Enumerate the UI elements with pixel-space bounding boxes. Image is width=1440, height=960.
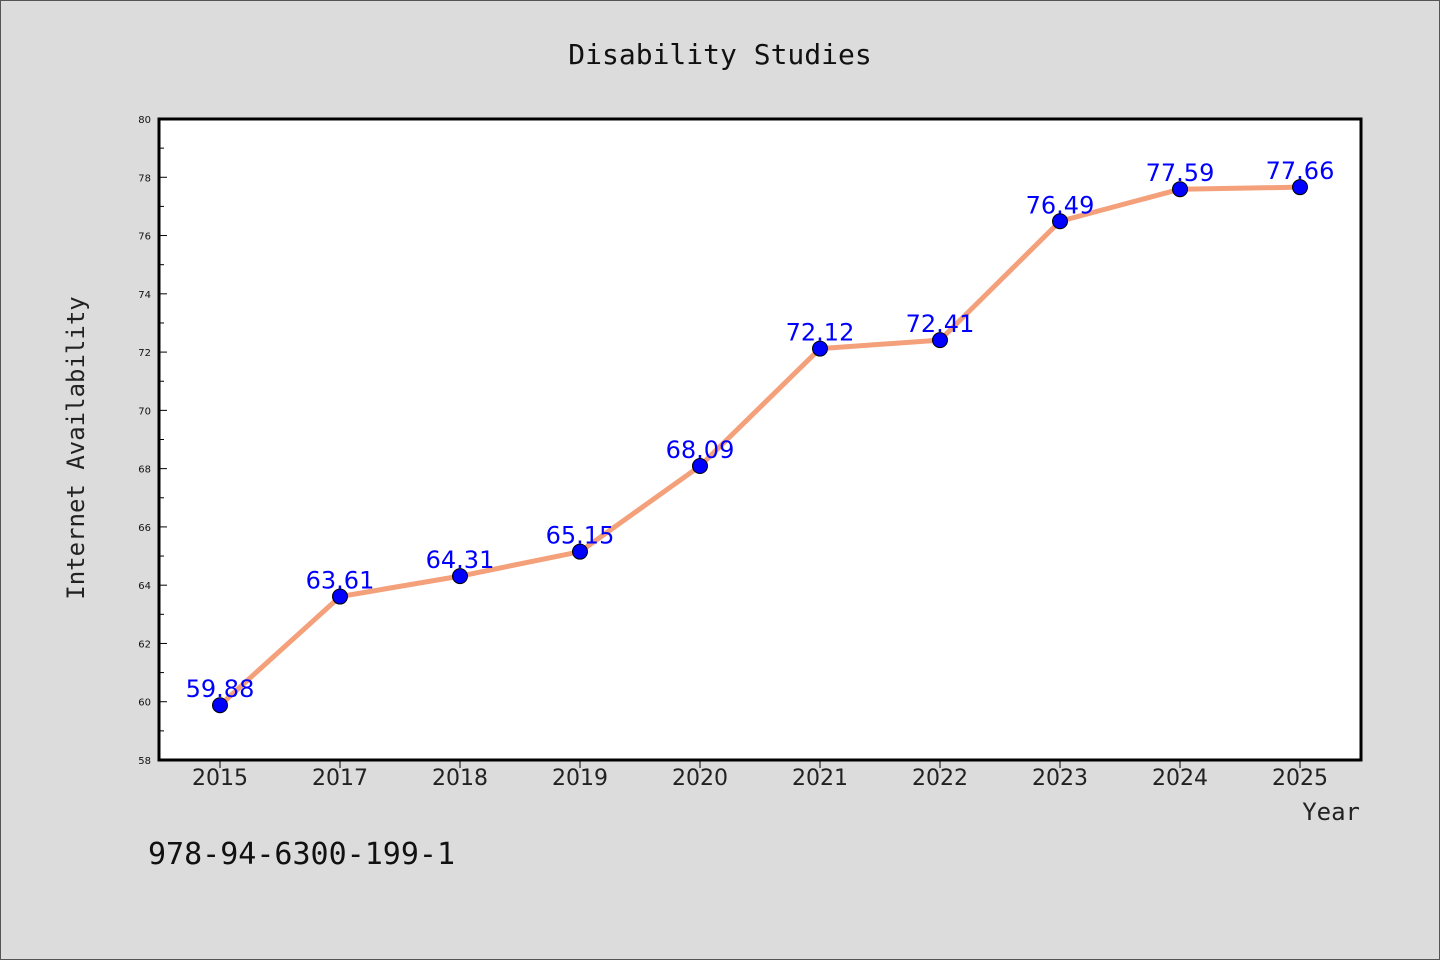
data-label: 65.15 [546, 522, 615, 550]
x-tick-label: 2024 [1152, 766, 1208, 791]
data-point [1052, 213, 1068, 230]
y-tick-label: 66 [138, 523, 151, 534]
y-tick-label: 72 [138, 348, 151, 359]
data-label: 76.49 [1026, 191, 1095, 219]
series-group: 59.88 63.61 64.31 65.15 68.09 72.12 72.41 76.49… [186, 157, 1335, 714]
x-tick-label: 2019 [552, 766, 608, 791]
data-label: 72.12 [786, 319, 855, 347]
y-tick-label: 58 [138, 756, 151, 767]
x-tick-label: 2021 [792, 766, 848, 791]
x-tick-label: 2022 [912, 766, 968, 791]
data-point [332, 588, 348, 605]
x-tick-label: 2015 [192, 766, 248, 791]
y-tick-label: 80 [138, 115, 151, 126]
data-label: 72.41 [906, 310, 975, 338]
isbn-text: 978-94-6300-199-1 [148, 837, 455, 872]
data-label: 59.88 [186, 675, 255, 703]
series-line [217, 184, 1303, 708]
y-tick-label: 62 [138, 639, 151, 650]
data-point [692, 458, 708, 475]
x-tick-label: 2018 [432, 766, 488, 791]
y-tick-label: 78 [138, 173, 151, 184]
y-tick-label: 64 [138, 581, 151, 592]
data-label: 68.09 [666, 436, 735, 464]
y-tick-label: 60 [138, 698, 151, 709]
y-axis-label: Internet Availability [62, 296, 90, 599]
data-label: 77.59 [1146, 159, 1215, 187]
x-tick-label: 2025 [1272, 766, 1328, 791]
data-point [932, 332, 948, 349]
x-axis: 2015 2017 2018 2019 2020 2021 2022 2023 2024 2025 [192, 760, 1328, 791]
x-tick-label: 2023 [1032, 766, 1088, 791]
y-tick-label: 70 [138, 406, 151, 417]
data-label: 77.66 [1266, 157, 1335, 185]
plot-area [157, 117, 1363, 762]
data-point [1172, 181, 1188, 198]
x-tick-label: 2020 [672, 766, 728, 791]
data-point [812, 340, 828, 357]
x-tick-label: 2017 [312, 766, 368, 791]
chart-title: Disability Studies [568, 38, 871, 71]
data-point [1292, 179, 1308, 196]
y-tick-label: 76 [138, 232, 151, 243]
data-label: 64.31 [426, 546, 495, 574]
y-tick-label: 68 [138, 465, 151, 476]
data-point [452, 568, 468, 585]
y-tick-label: 74 [138, 290, 151, 301]
y-axis: 58 60 62 64 66 68 70 72 74 76 78 80 [138, 115, 167, 767]
data-point [572, 543, 588, 560]
data-point [212, 697, 228, 714]
x-axis-label: Year [1302, 798, 1360, 826]
data-label: 63.61 [306, 567, 375, 595]
